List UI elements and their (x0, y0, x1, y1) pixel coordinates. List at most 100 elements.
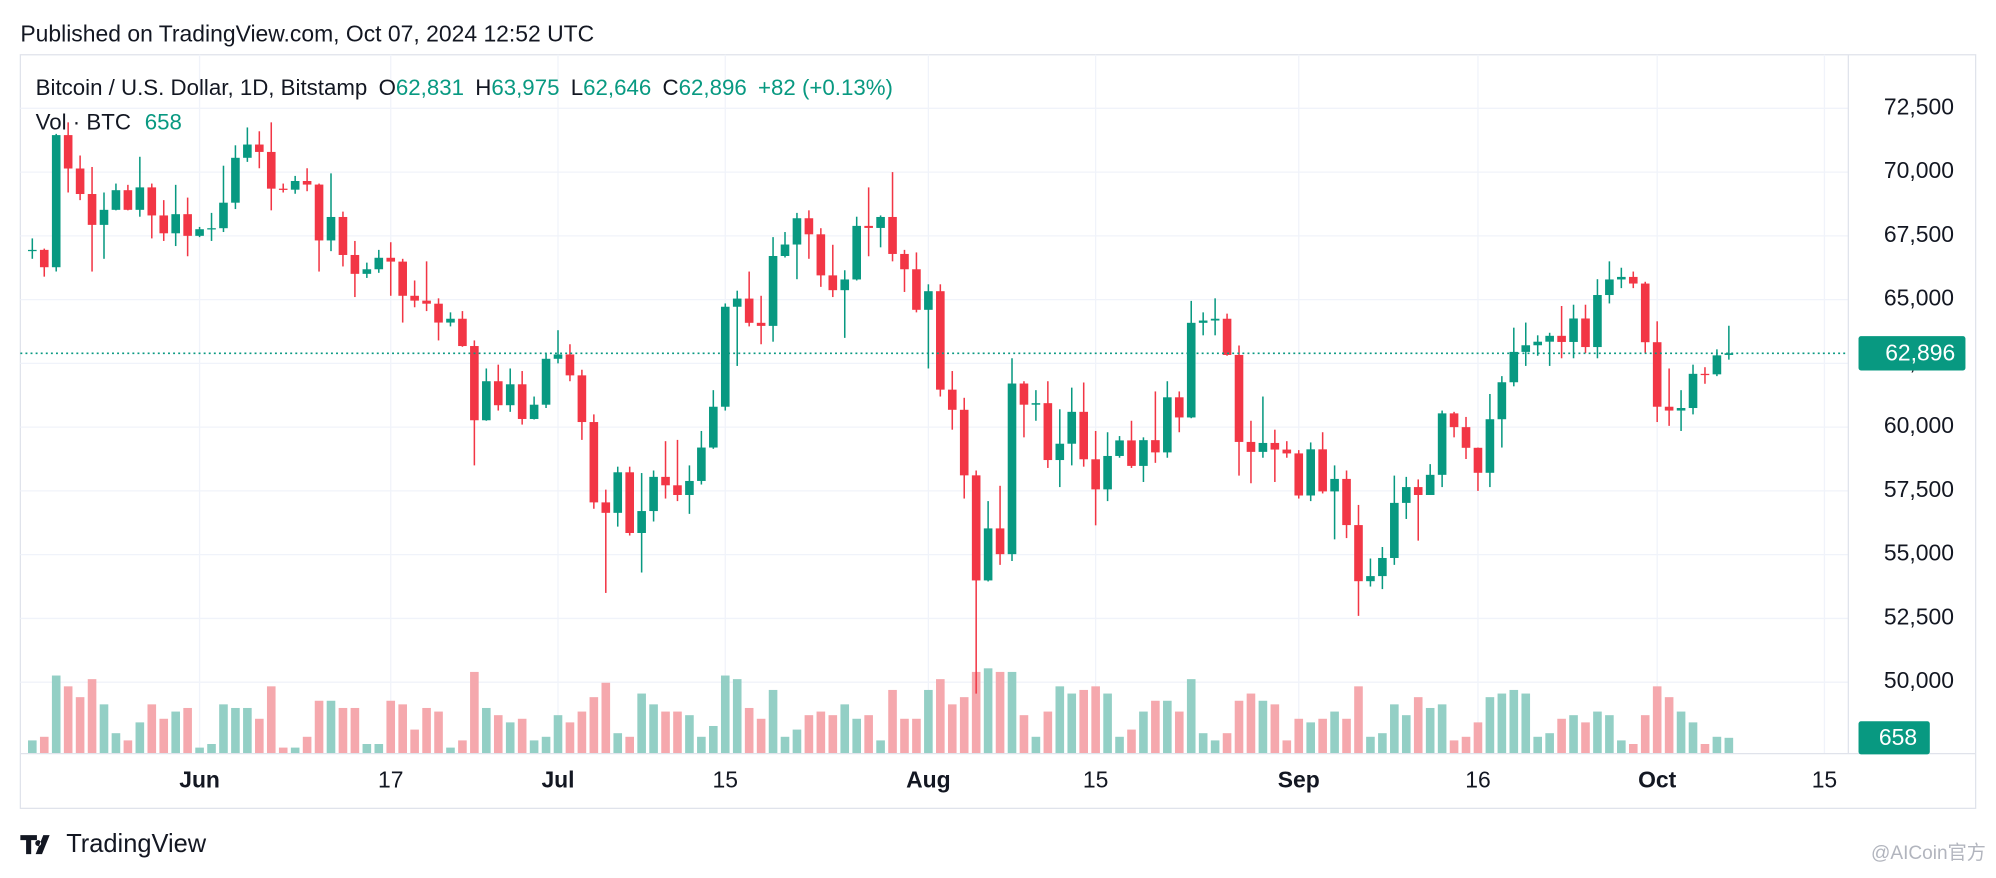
volume-bar (1103, 693, 1112, 754)
volume-bar (458, 740, 467, 754)
candle-body (1246, 441, 1256, 452)
volume-bar (362, 744, 372, 754)
volume-bar (1127, 729, 1136, 754)
volume-bar (971, 671, 981, 754)
volume-bar (1186, 679, 1196, 754)
candle-body (936, 291, 945, 390)
volume-bar (1330, 711, 1339, 754)
y-tick-label: 52,500 (1884, 603, 1954, 629)
candle-body (673, 485, 682, 495)
volume-bar (649, 704, 658, 754)
candle-body (123, 190, 133, 210)
candle-body (1282, 449, 1292, 454)
volume-bar (1593, 711, 1602, 754)
volume-bar (912, 718, 921, 754)
candle-body (219, 202, 228, 229)
volume-bar (1521, 693, 1531, 754)
volume-bar (1246, 693, 1256, 754)
volume-bar (995, 671, 1005, 754)
candle-body (75, 168, 85, 195)
volume-bar (302, 736, 312, 754)
volume-bar (553, 715, 563, 754)
candle-body (780, 244, 790, 256)
candle-body (1652, 342, 1662, 407)
candle-body (697, 447, 706, 481)
candle-body (864, 225, 873, 228)
candle-body (589, 422, 599, 503)
volume-bar (1413, 697, 1423, 754)
candle-body (1617, 276, 1626, 280)
candle-body (290, 181, 300, 190)
candle-body (959, 409, 969, 476)
volume-bar (231, 707, 240, 754)
volume-bar (876, 740, 885, 754)
volume-bar (959, 697, 969, 754)
volume-bar (350, 707, 360, 754)
candle-body (1593, 295, 1602, 348)
volume-bar (1198, 733, 1208, 754)
candle-body (147, 187, 157, 216)
price-tag-label: 62,896 (1885, 340, 1955, 366)
candle-body (1198, 320, 1208, 323)
candle-body (255, 144, 264, 152)
candle-body (804, 218, 814, 235)
y-tick-label: 55,000 (1884, 540, 1954, 566)
volume-bar (1473, 722, 1483, 754)
volume-title: Vol · BTC (36, 109, 131, 134)
volume-bar (1688, 722, 1698, 754)
volume-bar (1366, 736, 1375, 754)
candle-body (1700, 373, 1710, 376)
candle-body (362, 269, 372, 274)
volume-bar (1067, 693, 1077, 754)
volume-bar (864, 715, 873, 754)
legend-value: 62,646 (583, 75, 651, 100)
candle-body (828, 275, 838, 291)
legend-value: 62,896 (679, 75, 747, 100)
volume-bar (697, 736, 706, 754)
volume-bar (159, 718, 169, 754)
y-tick-label: 70,000 (1884, 157, 1954, 183)
candle-body (458, 318, 467, 347)
candle-body (63, 135, 73, 169)
candle-body (1425, 474, 1435, 495)
y-tick-label: 67,500 (1884, 221, 1954, 247)
volume-bar (947, 704, 957, 754)
candle-body (207, 228, 216, 230)
candle-body (278, 188, 288, 190)
candle-body (350, 254, 360, 274)
volume-bar (51, 675, 61, 754)
candle-body (1366, 576, 1375, 582)
candle-body (852, 225, 861, 280)
volume-bar (1581, 722, 1590, 754)
candle-body (1688, 373, 1698, 409)
candle-body (1676, 408, 1686, 411)
candle-body (1318, 449, 1327, 492)
volume-bar (338, 707, 348, 754)
candle-body (266, 151, 276, 189)
volume-bar (1055, 686, 1065, 754)
candle-body (183, 214, 192, 236)
volume-bar (732, 679, 742, 754)
volume-tag-label: 658 (1879, 724, 1917, 750)
candle-body (541, 358, 551, 405)
price-tag (1858, 336, 1966, 371)
candle-body (1569, 318, 1578, 342)
volume-bar (1640, 715, 1650, 754)
candle-body (1354, 525, 1363, 582)
volume-bar (792, 729, 802, 754)
volume-bar (888, 689, 897, 754)
candle-body (1127, 440, 1136, 466)
volume-bar (99, 704, 109, 754)
candle-body (51, 135, 61, 268)
volume-bar (314, 700, 324, 754)
x-tick-label: 17 (378, 767, 403, 793)
volume-bar (195, 747, 204, 754)
volume-bar (983, 668, 993, 754)
volume-bar (111, 733, 121, 754)
volume-bar (924, 689, 933, 754)
candle-body (195, 229, 204, 236)
volume-bar (386, 700, 396, 754)
candle-body (1473, 447, 1483, 473)
volume-bar (744, 707, 754, 754)
volume-bar (1390, 704, 1399, 754)
